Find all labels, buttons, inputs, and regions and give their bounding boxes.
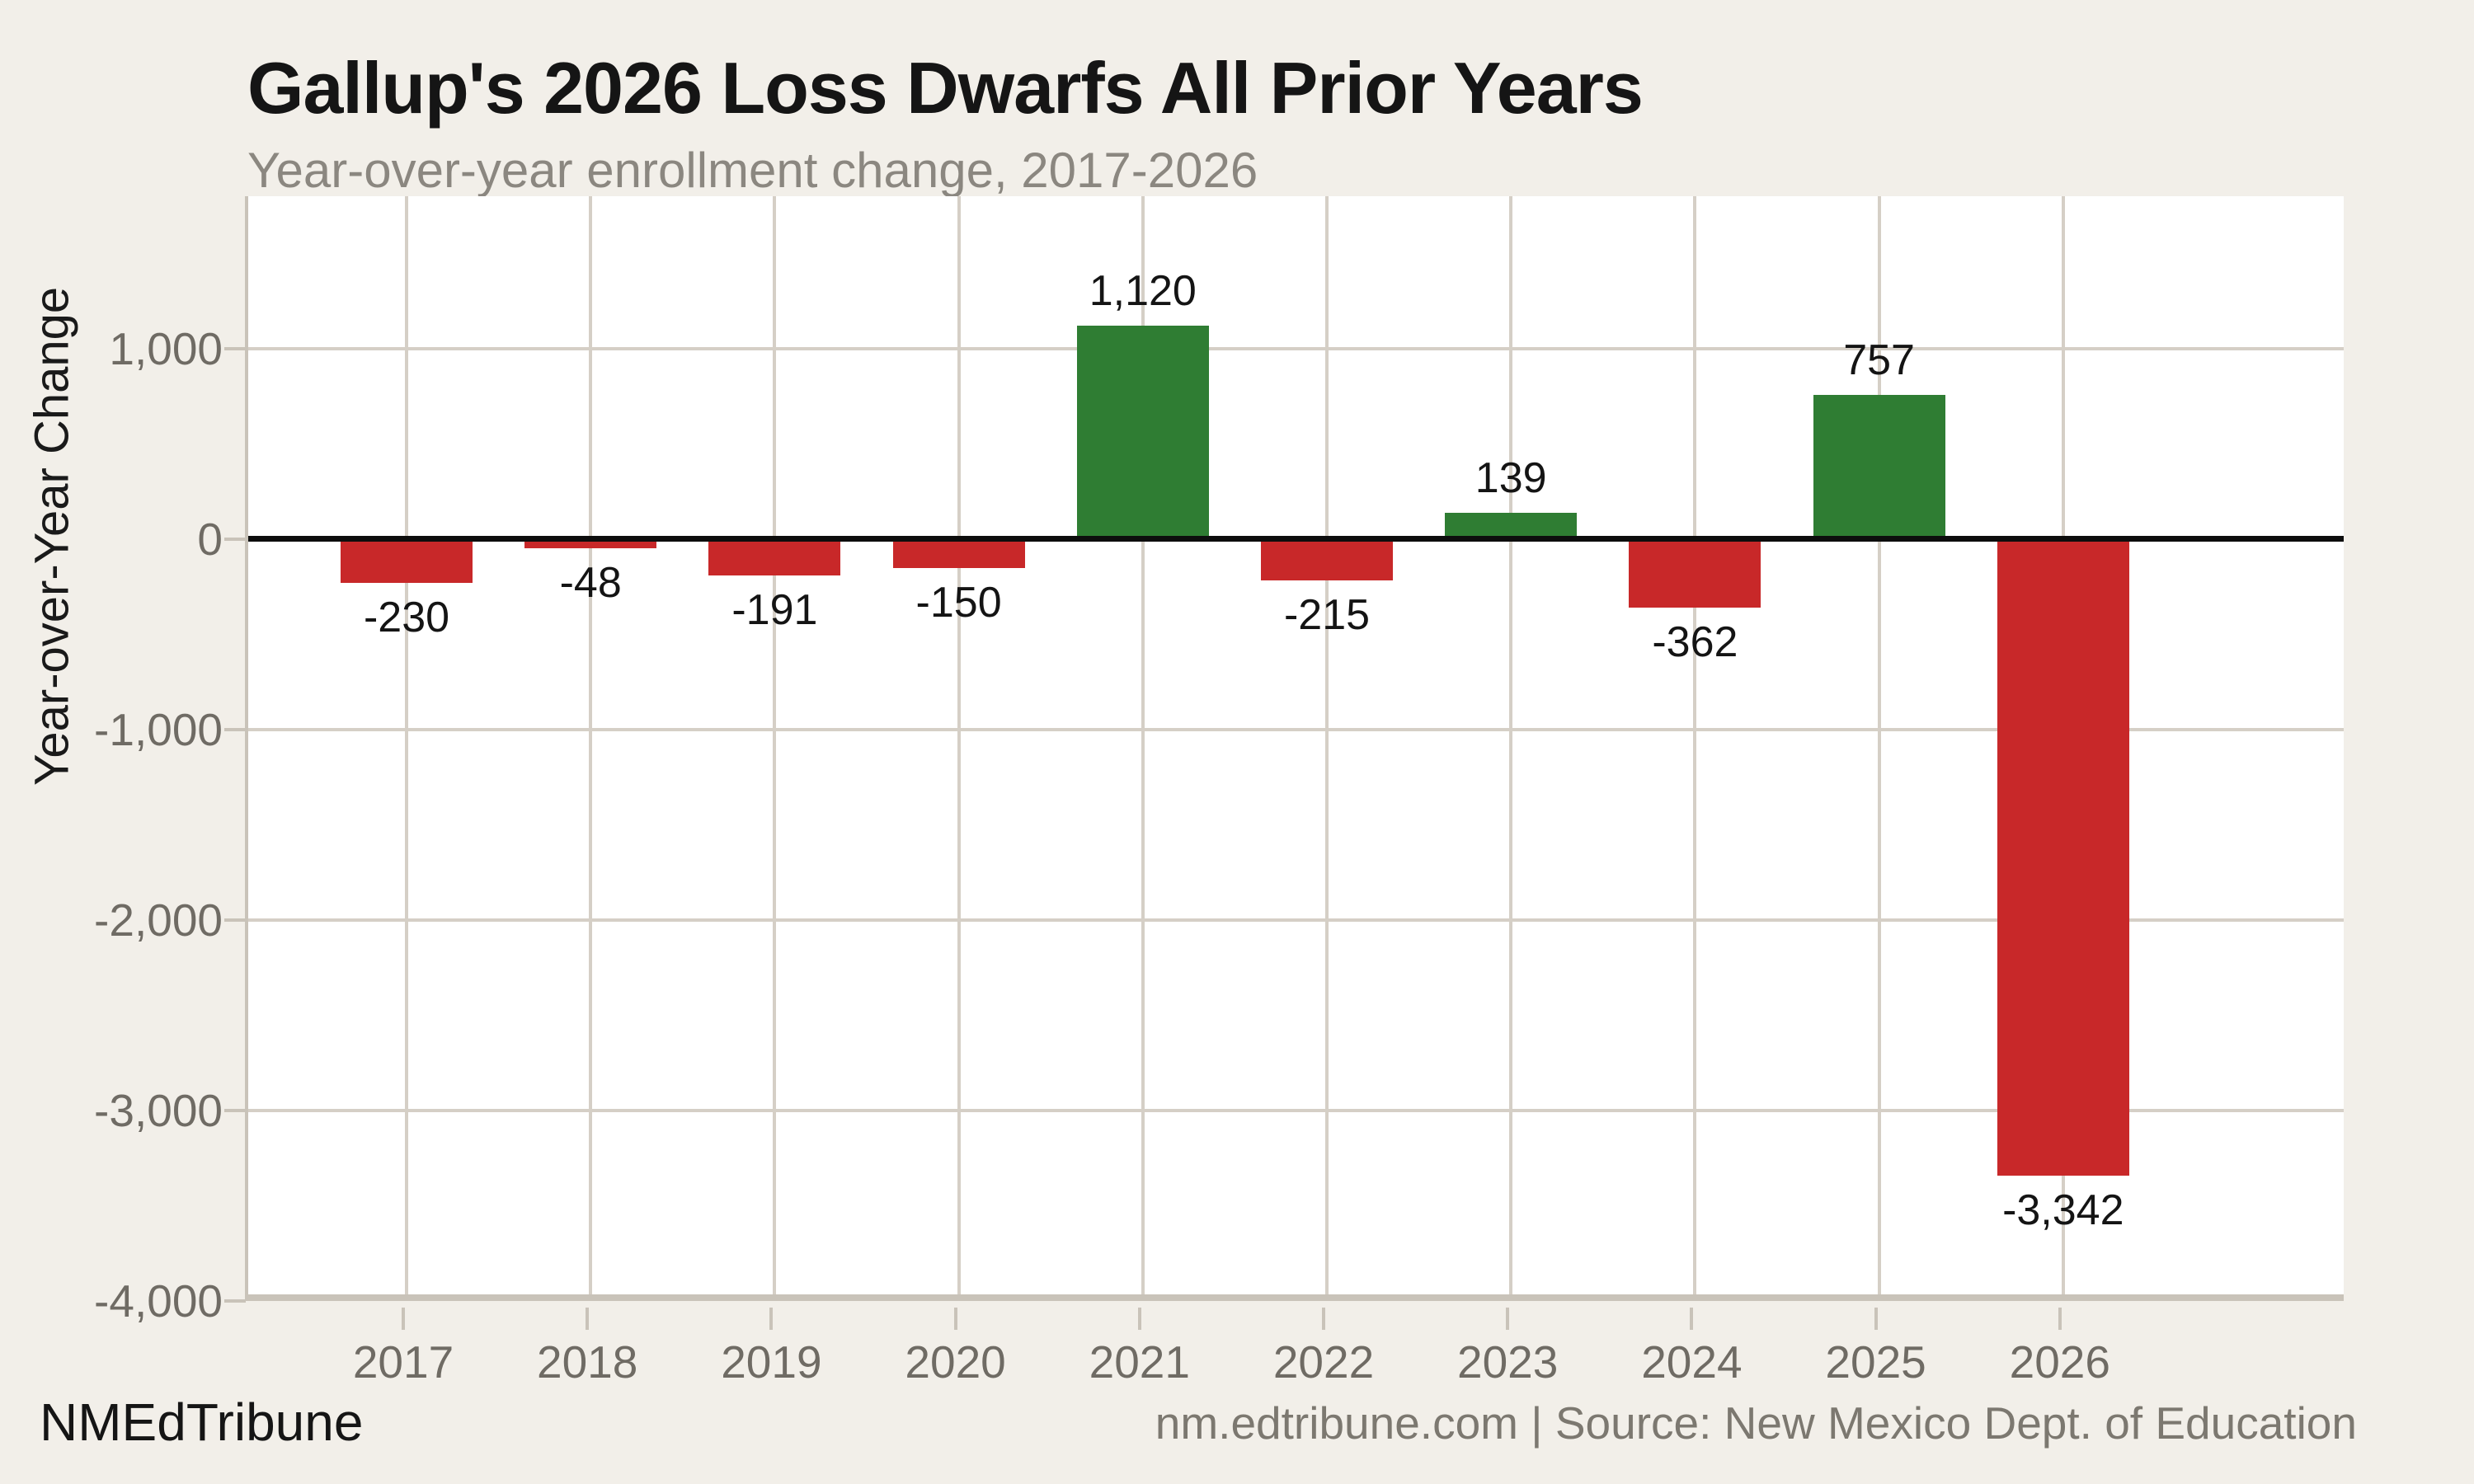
bar-value-label-2020: -150: [915, 578, 1002, 627]
x-tick-label-2023: 2023: [1457, 1336, 1559, 1388]
x-tick-mark-2017: [402, 1308, 405, 1330]
x-tick-mark-2024: [1690, 1308, 1694, 1330]
bar-value-label-2024: -362: [1652, 618, 1738, 667]
x-tick-label-2022: 2022: [1272, 1336, 1375, 1388]
x-tick-mark-2018: [586, 1308, 590, 1330]
x-tick-label-2020: 2020: [905, 1336, 1006, 1388]
chart-title: Gallup's 2026 Loss Dwarfs All Prior Year…: [247, 47, 1644, 129]
vertical-gridline-2025: [1877, 196, 1881, 1294]
zero-axis-line: [248, 536, 2344, 542]
bar-value-label-2019: -191: [731, 585, 818, 634]
bar-value-label-2023: 139: [1475, 453, 1547, 502]
bar-value-label-2018: -48: [559, 558, 622, 607]
x-tick-label-2026: 2026: [2009, 1336, 2110, 1388]
x-tick-mark-2021: [1137, 1308, 1141, 1330]
x-tick-mark-2026: [2058, 1308, 2062, 1330]
bar-2019: [708, 538, 841, 575]
bar-value-label-2022: -215: [1283, 590, 1371, 639]
footer-brand: NMEdTribune: [40, 1392, 364, 1452]
horizontal-gridline--3000: [248, 1108, 2344, 1112]
bar-2022: [1261, 538, 1393, 580]
y-tick-label--1000: -1,000: [94, 703, 223, 755]
horizontal-gridline-1000: [248, 346, 2344, 350]
y-tick-mark-0: [224, 537, 246, 541]
x-tick-mark-2020: [953, 1308, 957, 1330]
x-tick-label-2025: 2025: [1825, 1336, 1926, 1388]
bar-2020: [892, 538, 1025, 568]
plot-area: -230 -48 -191 -150 1,120 -215 139 -362 757 -3,342: [245, 196, 2344, 1301]
bar-2017: [341, 538, 473, 583]
bar-2025: [1813, 394, 1945, 539]
x-tick-mark-2025: [1874, 1308, 1878, 1330]
vertical-gridline-2020: [957, 196, 961, 1294]
bar-2024: [1629, 538, 1761, 608]
x-tick-mark-2023: [1506, 1308, 1510, 1330]
y-tick-mark--4000: [224, 1299, 246, 1303]
y-tick-label-1000: 1,000: [109, 322, 223, 374]
horizontal-gridline--1000: [248, 727, 2344, 731]
vertical-gridline-2019: [773, 196, 777, 1294]
x-tick-mark-2022: [1322, 1308, 1325, 1330]
x-tick-label-2019: 2019: [721, 1336, 822, 1388]
y-tick-label--4000: -4,000: [94, 1275, 223, 1327]
y-tick-label-0: 0: [197, 513, 223, 565]
y-tick-mark--2000: [224, 918, 246, 922]
bar-value-label-2017: -230: [363, 594, 450, 641]
bar-2026: [1997, 538, 2129, 1176]
horizontal-gridline--2000: [248, 918, 2344, 922]
bar-2018: [524, 538, 657, 548]
chart-subtitle: Year-over-year enrollment change, 2017-2…: [247, 143, 1258, 198]
y-tick-mark--1000: [224, 727, 246, 731]
bar-value-label-2026: -3,342: [2002, 1186, 2124, 1234]
y-tick-label--3000: -3,000: [94, 1084, 223, 1136]
bar-2021: [1076, 326, 1209, 539]
x-tick-label-2017: 2017: [352, 1336, 454, 1388]
bar-value-label-2021: 1,120: [1089, 267, 1197, 316]
x-tick-label-2021: 2021: [1089, 1336, 1190, 1388]
bar-2023: [1445, 512, 1578, 539]
vertical-gridline-2022: [1325, 196, 1329, 1294]
x-tick-label-2018: 2018: [537, 1336, 638, 1388]
vertical-gridline-2024: [1693, 196, 1697, 1294]
y-tick-mark-1000: [224, 346, 246, 350]
y-tick-label--2000: -2,000: [94, 894, 223, 946]
vertical-gridline-2017: [405, 196, 408, 1294]
y-tick-mark--3000: [224, 1108, 246, 1112]
x-tick-label-2024: 2024: [1641, 1336, 1743, 1388]
x-tick-mark-2019: [769, 1308, 774, 1330]
footer-source: nm.edtribune.com | Source: New Mexico De…: [1155, 1397, 2357, 1449]
bar-value-label-2025: 757: [1843, 336, 1915, 384]
vertical-gridline-2018: [589, 196, 593, 1294]
vertical-gridline-2021: [1141, 196, 1145, 1294]
vertical-gridline-2023: [1509, 196, 1513, 1294]
